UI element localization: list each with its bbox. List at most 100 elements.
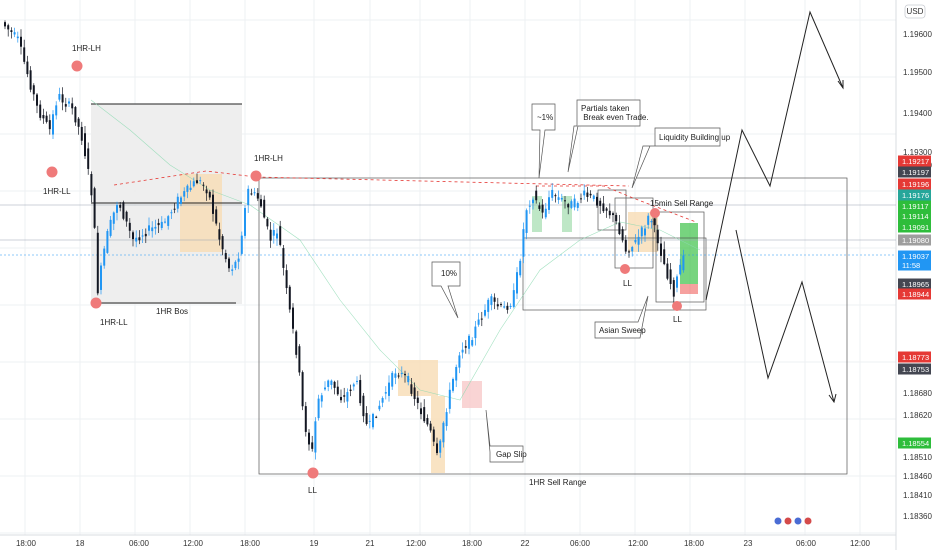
candle-body [512,290,515,307]
annotation-1hr-lh-2: 1HR-LH [254,154,283,163]
candle-body [468,335,470,349]
price-badge: 1.18554 [898,437,931,449]
currency-label: USD [907,7,924,16]
currency-badge[interactable] [904,4,926,19]
event-icons[interactable] [774,517,812,525]
candle-body [90,174,93,196]
candle-body [205,189,208,194]
candle-body [84,133,86,157]
candle-body [624,239,627,252]
price-badge: 1.19080 [898,234,931,246]
swing-marker [46,166,58,178]
projection-down [735,229,835,403]
x-tick-label: 18:00 [240,539,261,548]
candle-body [548,197,550,210]
candle-body [144,233,147,237]
candle-body [23,47,26,62]
candle-body [141,235,144,237]
candle-body [170,212,173,214]
annotation-1hr-ll-1: 1HR-LL [43,187,71,196]
candle-body [541,204,544,213]
candle-body [631,247,634,252]
candle-body [234,261,237,269]
moving-average [90,99,701,401]
price-badge: 1.18753 [898,363,931,375]
svg-text:1.19117: 1.19117 [902,202,929,211]
candle-body [634,239,637,243]
price-badge: 1.18900 [898,302,931,314]
candle-body [330,380,333,385]
projection-down-arrow [828,393,837,404]
annotation-1hr-bos: 1HR Bos [156,307,188,316]
candle-body [96,232,99,294]
y-tick-label: 1.19600 [903,30,932,39]
candle-body [250,193,253,195]
x-tick-label: 23 [744,539,753,548]
y-tick-label: 1.19500 [903,68,932,77]
flag-icon [774,517,782,525]
svg-text:1.18900: 1.18900 [902,304,929,313]
swing-marker [650,208,660,218]
candle-body [615,215,618,222]
x-tick-label: 06:00 [570,539,591,548]
candle-body [445,412,448,427]
candle-body [551,189,554,198]
chart-grid [0,0,896,535]
candle-body [618,222,621,235]
candle-body [253,192,256,194]
candle-body [87,148,90,169]
price-badge: 1.19114 [898,210,931,222]
candle-body [314,421,317,453]
sell-range-box-15min [522,237,707,311]
candle-body [538,205,541,209]
dashed-trend-2 [536,185,697,223]
x-tick-label: 12:00 [850,539,871,548]
candle-body [576,203,579,208]
y-tick-label: 1.18510 [903,453,932,462]
candle-body [199,180,202,182]
box-15min-a [597,189,627,231]
candle-body [509,305,512,307]
svg-text:1.19217: 1.19217 [902,157,929,166]
candle-body [628,251,630,253]
x-tick-label: 12:00 [628,539,649,548]
candle-body [416,397,419,403]
svg-text:1.18753: 1.18753 [902,365,929,374]
candle-body [493,297,496,302]
x-tick-label: 18:00 [16,539,37,548]
candle-body [247,188,250,206]
candle-body [378,405,381,410]
candle-body [608,210,611,216]
candle-body [29,70,32,90]
x-tick-label: 18:00 [684,539,705,548]
candle-body [218,229,221,240]
annotation-ll-1: LL [308,486,317,495]
candle-body [484,309,486,316]
candle-body [487,299,490,312]
candle-body [461,349,464,353]
candle-body [26,61,29,75]
candle-body [10,30,13,32]
candle-body [432,429,435,442]
callouts [431,99,721,463]
x-tick-label: 22 [521,539,530,548]
candle-body [567,204,570,208]
candle-body [103,248,106,266]
candle-body [372,413,374,428]
x-tick-label: 18:00 [462,539,483,548]
candle-body [573,198,576,208]
candle-body [4,22,6,27]
candle-body [605,208,608,211]
zone-green-1 [532,196,542,232]
candle-body [384,392,387,394]
candles [4,20,685,460]
candle-body [176,196,179,209]
candle-body [151,227,154,232]
swing-marker [672,301,682,311]
candle-body [394,373,397,378]
candle-body [272,230,275,236]
candle-body [215,209,218,224]
x-tick-label: 12:00 [406,539,427,548]
annotation-1hr-sell-range: 1HR Sell Range [529,478,587,487]
